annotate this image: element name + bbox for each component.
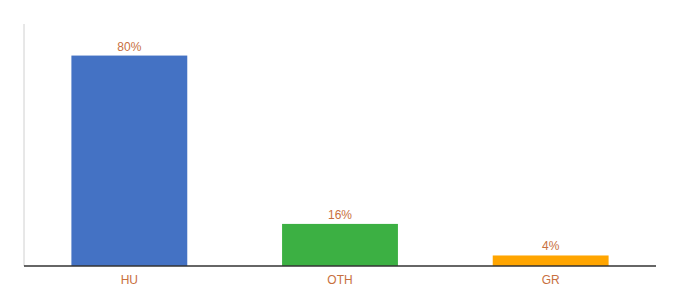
data-label: 80% [117, 40, 141, 54]
data-label: 16% [328, 208, 352, 222]
chart-svg: HU OTH GR 80% 16% 4% [0, 0, 680, 300]
x-axis-line [24, 265, 656, 267]
bar [71, 56, 187, 266]
x-tick-label: GR [542, 273, 560, 287]
data-label: 4% [542, 239, 560, 253]
x-tick-label: OTH [327, 273, 352, 287]
bar [493, 255, 609, 266]
bar [282, 224, 398, 266]
y-axis-line [24, 24, 25, 266]
bars [71, 56, 608, 266]
x-tick-label: HU [121, 273, 138, 287]
chart-container: HU OTH GR 80% 16% 4% [0, 0, 680, 300]
